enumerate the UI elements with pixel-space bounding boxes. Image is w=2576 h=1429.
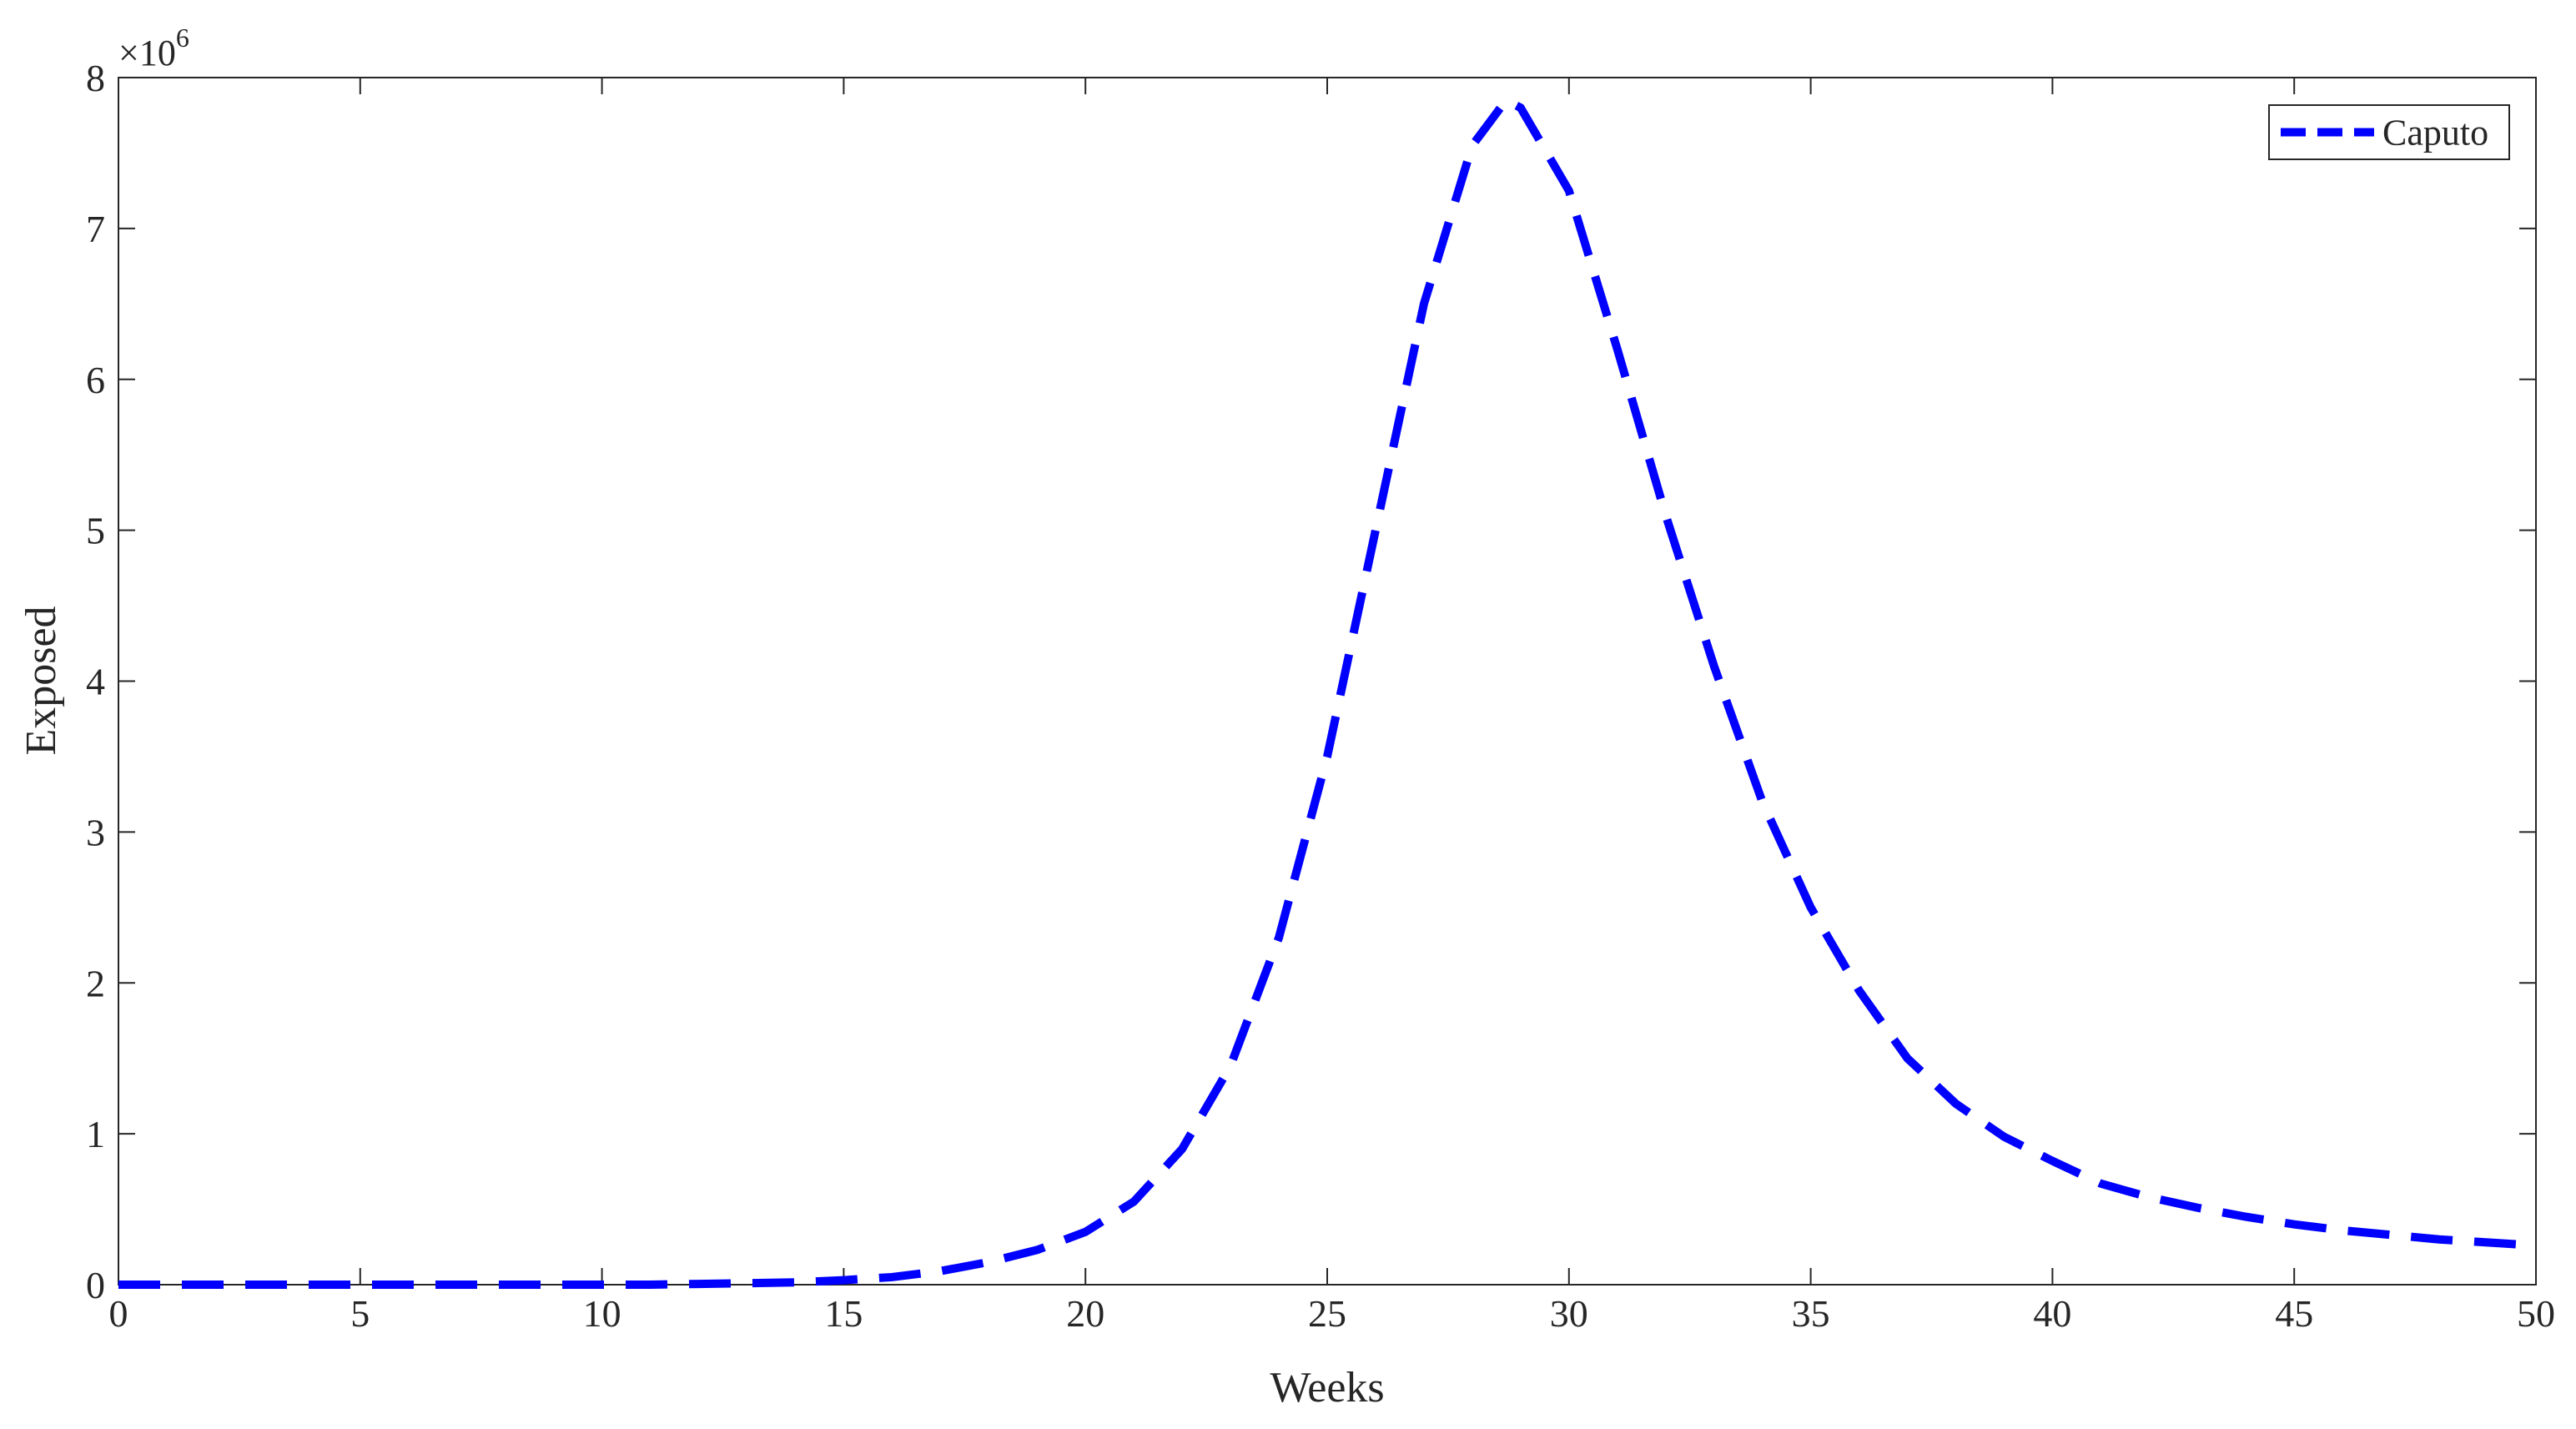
multiplier-power: 6	[176, 23, 189, 53]
x-tick-label: 5	[350, 1292, 370, 1335]
x-axis-label: Weeks	[1270, 1364, 1384, 1411]
y-tick-label: 7	[86, 208, 105, 250]
x-tick-label: 35	[1792, 1292, 1830, 1335]
x-tick-label: 10	[583, 1292, 621, 1335]
y-tick-label: 3	[86, 811, 105, 853]
x-tick-label: 30	[1550, 1292, 1588, 1335]
y-tick-label: 4	[86, 661, 105, 703]
y-axis-label: Exposed	[18, 606, 65, 755]
y-tick-label: 1	[86, 1113, 105, 1155]
y-tick-label: 2	[86, 962, 105, 1004]
y-tick-label: 0	[86, 1264, 105, 1306]
x-tick-label: 25	[1308, 1292, 1346, 1335]
x-tick-label: 0	[109, 1292, 128, 1335]
x-tick-label: 40	[2033, 1292, 2071, 1335]
x-tick-label: 50	[2517, 1292, 2555, 1335]
multiplier-base: ×10	[118, 33, 176, 73]
x-tick-label: 45	[2275, 1292, 2313, 1335]
x-tick-label: 15	[824, 1292, 863, 1335]
y-multiplier: ×106	[118, 23, 189, 73]
data-line	[118, 94, 2537, 1289]
legend-box	[2268, 104, 2510, 160]
y-tick-label: 8	[86, 57, 105, 99]
y-tick-label: 5	[86, 510, 105, 552]
y-tick-label: 6	[86, 359, 105, 401]
legend-label: Caputo	[2382, 113, 2488, 153]
x-tick-label: 20	[1066, 1292, 1104, 1335]
